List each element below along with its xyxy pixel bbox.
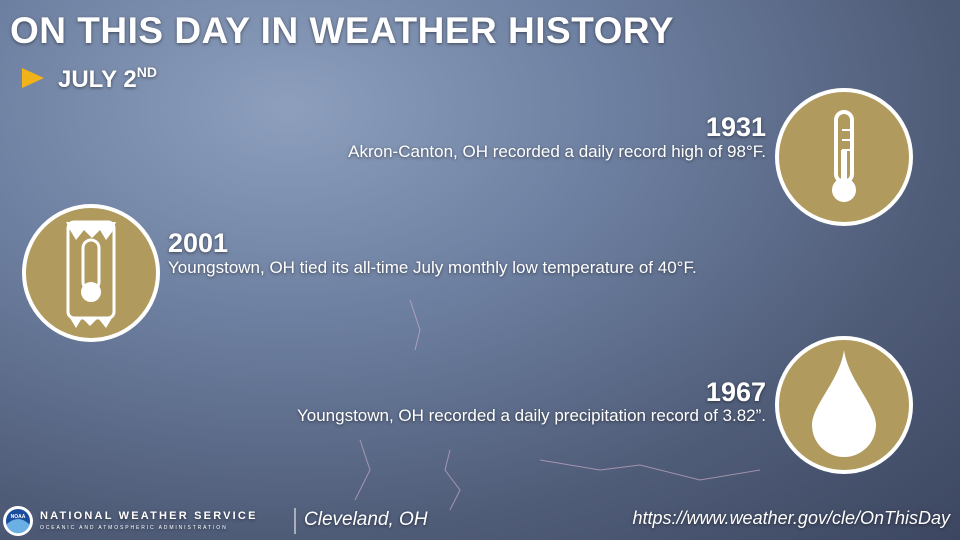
date: JULY 2ND — [58, 64, 157, 94]
icon-thermometer-hot — [775, 88, 913, 226]
logo-text: NOAA — [11, 514, 26, 520]
arrow — [22, 68, 44, 88]
date-main: JULY 2 — [58, 66, 137, 93]
event-text: Youngstown, OH tied its all-time July mo… — [168, 258, 697, 277]
agency-sub: OCEANIC AND ATMOSPHERIC ADMINISTRATION — [40, 525, 228, 531]
icon-raindrop — [775, 336, 913, 474]
url: https://www.weather.gov/cle/OnThisDay — [632, 508, 950, 528]
office: Cleveland, OH — [304, 509, 428, 530]
event-text: Akron-Canton, OH recorded a daily record… — [348, 142, 766, 161]
event-year: 2001 — [168, 228, 229, 258]
agency: NATIONAL WEATHER SERVICE — [40, 510, 258, 522]
event-text: Youngstown, OH recorded a daily precipit… — [296, 406, 766, 425]
title: ON THIS DAY IN WEATHER HISTORY — [10, 10, 674, 51]
event-year: 1967 — [705, 377, 766, 407]
date-suffix: ND — [136, 64, 157, 80]
noaa-logo: NOAA — [3, 506, 33, 536]
event-year: 1931 — [705, 112, 766, 142]
icon-thermometer-cold — [22, 204, 160, 342]
